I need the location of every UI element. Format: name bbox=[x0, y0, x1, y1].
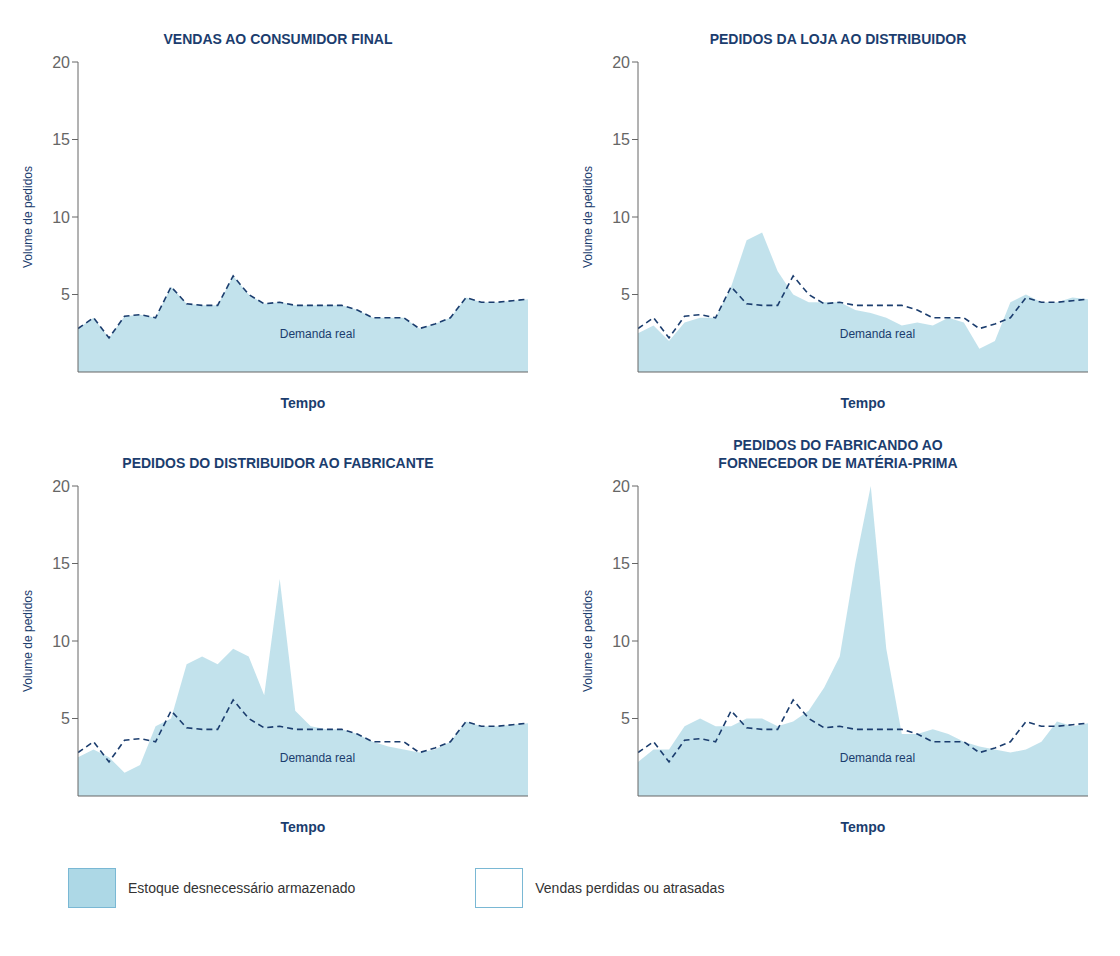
svg-text:15: 15 bbox=[612, 131, 630, 148]
svg-text:Tempo: Tempo bbox=[841, 395, 886, 411]
svg-text:5: 5 bbox=[621, 286, 630, 303]
svg-text:10: 10 bbox=[52, 633, 70, 650]
svg-text:10: 10 bbox=[612, 209, 630, 226]
svg-text:5: 5 bbox=[61, 710, 70, 727]
svg-text:Demanda real: Demanda real bbox=[280, 751, 355, 765]
svg-text:Volume de pedidos: Volume de pedidos bbox=[21, 166, 35, 268]
html-text:Estoque desnecessário armazena: Estoque desnecessário armazenado bbox=[128, 880, 356, 896]
svg-text:Demanda real: Demanda real bbox=[840, 327, 915, 341]
html-text:PEDIDOS DO FABRICANDO AO FORNE: PEDIDOS DO FABRICANDO AO FORNECEDOR DE M… bbox=[718, 437, 958, 471]
svg-text:15: 15 bbox=[52, 131, 70, 148]
svg-text:Volume de pedidos: Volume de pedidos bbox=[21, 590, 35, 692]
svg-text:Volume de pedidos: Volume de pedidos bbox=[581, 166, 595, 268]
svg-text:Volume de pedidos: Volume de pedidos bbox=[581, 590, 595, 692]
svg-text:20: 20 bbox=[612, 478, 630, 495]
html-text:VENDAS AO CONSUMIDOR FINAL: VENDAS AO CONSUMIDOR FINAL bbox=[163, 31, 393, 47]
html-text:Vendas perdidas ou atrasadas: Vendas perdidas ou atrasadas bbox=[535, 880, 725, 896]
svg-text:15: 15 bbox=[52, 555, 70, 572]
svg-text:20: 20 bbox=[612, 54, 630, 71]
svg-text:10: 10 bbox=[52, 209, 70, 226]
svg-text:20: 20 bbox=[52, 478, 70, 495]
svg-text:Tempo: Tempo bbox=[841, 819, 886, 835]
html-text:PEDIDOS DA LOJA AO DISTRIBUIDO: PEDIDOS DA LOJA AO DISTRIBUIDOR bbox=[709, 31, 967, 47]
svg-text:10: 10 bbox=[612, 633, 630, 650]
svg-text:5: 5 bbox=[621, 710, 630, 727]
svg-text:20: 20 bbox=[52, 54, 70, 71]
html-text:PEDIDOS DO DISTRIBUIDOR AO FAB: PEDIDOS DO DISTRIBUIDOR AO FABRICANTE bbox=[122, 455, 434, 471]
svg-text:Tempo: Tempo bbox=[281, 395, 326, 411]
svg-text:Demanda real: Demanda real bbox=[280, 327, 355, 341]
svg-text:5: 5 bbox=[61, 286, 70, 303]
svg-text:Demanda real: Demanda real bbox=[840, 751, 915, 765]
svg-text:15: 15 bbox=[612, 555, 630, 572]
svg-text:Tempo: Tempo bbox=[281, 819, 326, 835]
